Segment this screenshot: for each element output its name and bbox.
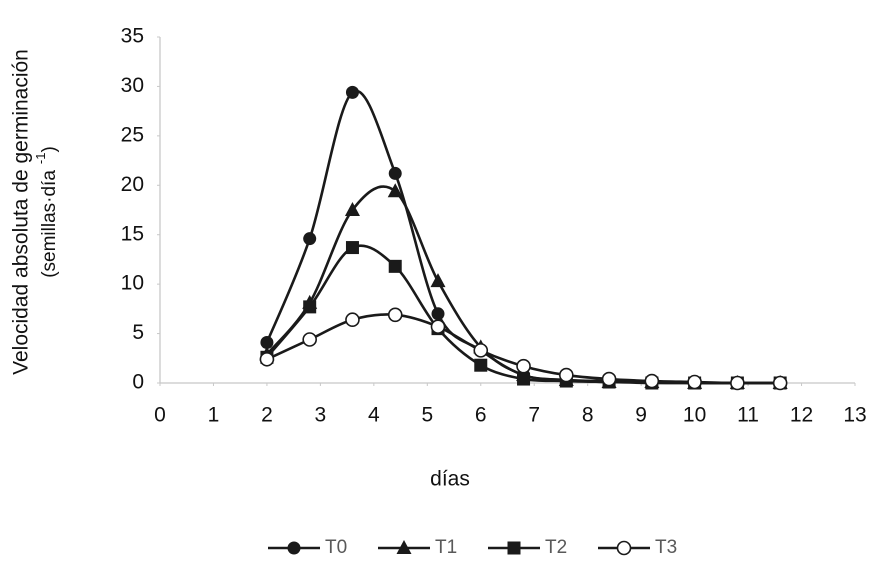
legend-label: T1 [435, 537, 457, 558]
data-point [516, 358, 531, 374]
data-point [473, 343, 489, 358]
data-point [388, 259, 402, 273]
x-tick-label: 7 [528, 404, 540, 427]
legend-marker [616, 540, 632, 556]
x-tick-label: 8 [582, 404, 594, 427]
y-axis-unit: (semillas·día -1) [33, 146, 60, 278]
data-point [387, 183, 403, 198]
y-tick-label: 10 [121, 272, 144, 295]
legend-label: T0 [325, 537, 347, 558]
y-tick-label: 35 [121, 25, 144, 48]
data-point [303, 300, 317, 314]
legend-label: T3 [655, 537, 677, 558]
x-tick-label: 5 [421, 404, 433, 427]
series-line [265, 89, 781, 385]
x-tick-label: 9 [635, 404, 647, 427]
y-unit-exp: -1 [33, 153, 48, 165]
data-point [430, 319, 446, 334]
y-axis-label: Velocidad absoluta de germinación [10, 49, 33, 375]
data-point [687, 374, 702, 390]
x-tick-label: 13 [843, 404, 866, 427]
data-point [345, 241, 359, 255]
x-tick-label: 11 [737, 404, 759, 427]
y-tick-label: 5 [132, 321, 144, 344]
data-point [772, 375, 788, 391]
data-point [559, 367, 574, 383]
y-tick-label: 15 [121, 222, 144, 245]
y-tick-label: 30 [121, 74, 144, 97]
x-tick-label: 2 [261, 404, 273, 427]
x-axis-label: días [430, 468, 470, 491]
data-point [260, 335, 274, 349]
y-unit-text: (semillas·día [39, 170, 60, 278]
x-tick-label: 10 [683, 404, 706, 427]
y-unit-close: ) [39, 146, 60, 152]
y-tick-label: 25 [121, 123, 144, 146]
data-point [387, 307, 403, 323]
data-point [730, 375, 745, 391]
data-point [517, 372, 531, 386]
data-point [430, 273, 446, 288]
data-point [345, 85, 359, 99]
data-point [302, 332, 317, 347]
data-point [474, 358, 488, 372]
x-tick-label: 1 [208, 404, 220, 427]
data-point [344, 202, 360, 216]
legend-marker [396, 540, 412, 554]
data-point [431, 307, 445, 321]
data-point [303, 232, 317, 246]
legend-marker [507, 541, 521, 555]
x-tick-label: 4 [368, 404, 380, 427]
series-line [265, 185, 781, 385]
x-tick-label: 3 [315, 404, 327, 427]
data-point [345, 312, 360, 328]
data-point [388, 166, 402, 180]
data-point [601, 371, 617, 387]
legend-label: T2 [545, 537, 567, 558]
x-tick-label: 6 [475, 404, 487, 427]
x-tick-label: 0 [154, 404, 166, 427]
y-tick-label: 0 [132, 371, 144, 394]
data-point [644, 373, 660, 389]
y-tick-label: 20 [121, 173, 144, 196]
x-tick-label: 12 [790, 404, 813, 427]
data-point [259, 351, 275, 367]
legend-marker [287, 541, 301, 555]
